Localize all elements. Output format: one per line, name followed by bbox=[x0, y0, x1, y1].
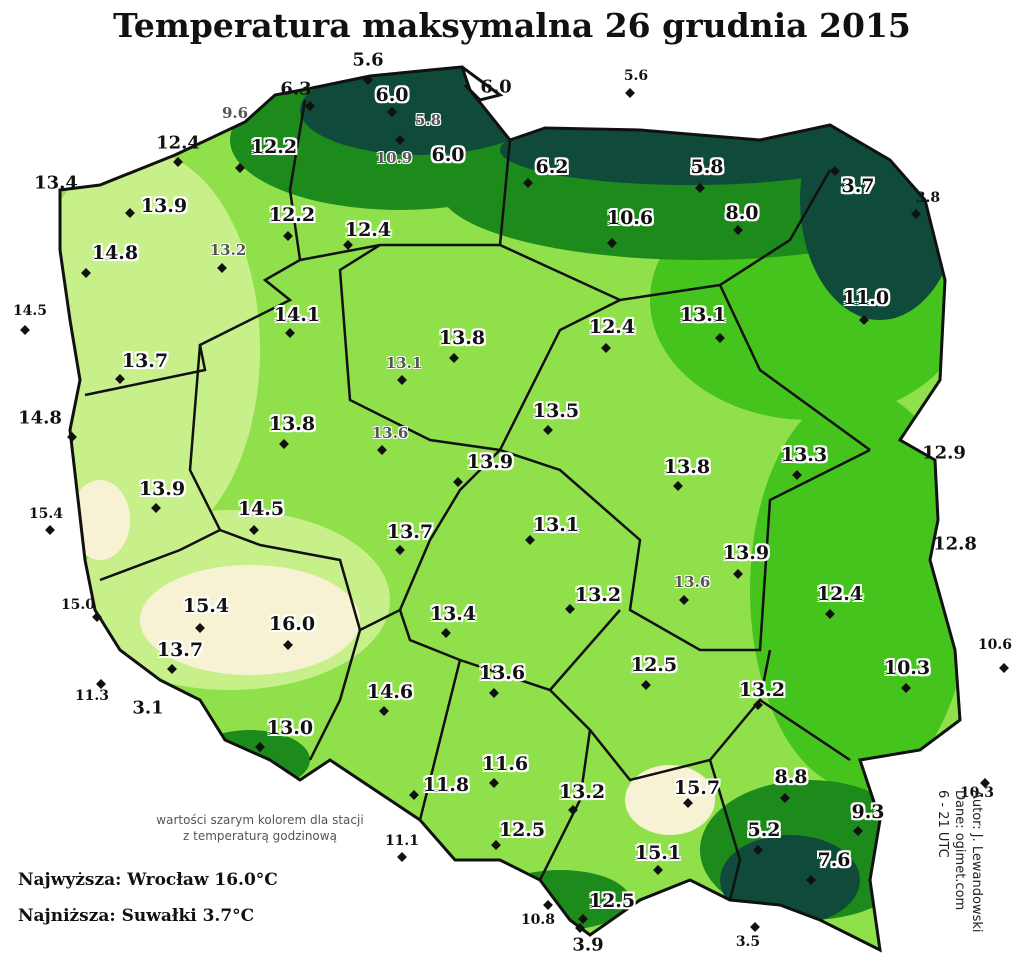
station-value: 3.1 bbox=[132, 697, 164, 719]
station-value: 5.8 bbox=[690, 156, 724, 178]
station-value: 11.3 bbox=[74, 688, 110, 704]
station-value: 13.9 bbox=[722, 542, 770, 564]
credits: Autor: J. Lewandowski Dane: ogimet.com 6… bbox=[934, 790, 985, 933]
station-value: 6.3 bbox=[280, 78, 312, 100]
credits-source: Dane: ogimet.com bbox=[952, 790, 967, 911]
station-value: 13.9 bbox=[466, 451, 514, 473]
station-value: 13.2 bbox=[574, 584, 622, 606]
station-value: 5.6 bbox=[623, 68, 649, 84]
station-value: 3.9 bbox=[572, 934, 604, 956]
station-value: 6.0 bbox=[431, 144, 465, 166]
station-value: 12.4 bbox=[588, 316, 636, 338]
map-title: Temperatura maksymalna 26 grudnia 2015 bbox=[113, 6, 911, 45]
station-value: 14.6 bbox=[366, 681, 414, 703]
highest-temperature: Najwyższa: Wrocław 16.0°C bbox=[18, 870, 278, 890]
station-value: 13.4 bbox=[429, 603, 477, 625]
station-value: 12.2 bbox=[250, 136, 298, 158]
station-value: 14.8 bbox=[18, 407, 62, 429]
station-value: 10.6 bbox=[606, 207, 654, 229]
note-line-2: z temperaturą godzinową bbox=[183, 829, 337, 843]
station-value: 9.3 bbox=[851, 801, 885, 823]
station-value: 14.1 bbox=[273, 304, 321, 326]
station-value: 15.4 bbox=[28, 506, 64, 522]
station-value: 13.1 bbox=[532, 514, 580, 536]
station-value: 10.9 bbox=[375, 149, 413, 167]
station-value: 13.2 bbox=[738, 679, 786, 701]
station-value: 13.8 bbox=[438, 327, 486, 349]
station-value: 13.8 bbox=[663, 456, 711, 478]
station-value: 12.5 bbox=[498, 819, 546, 841]
station-value: 14.5 bbox=[237, 498, 285, 520]
station-value: 13.7 bbox=[121, 350, 169, 372]
station-value: 8.0 bbox=[725, 202, 759, 224]
credits-author: Autor: J. Lewandowski bbox=[969, 790, 984, 933]
station-value: 13.7 bbox=[386, 521, 434, 543]
station-value: 5.2 bbox=[747, 819, 781, 841]
station-value: 13.4 bbox=[34, 172, 78, 194]
station-value: 12.4 bbox=[156, 132, 200, 154]
station-value: 12.2 bbox=[268, 204, 316, 226]
station-value: 13.1 bbox=[679, 304, 727, 326]
station-value: 13.3 bbox=[780, 444, 828, 466]
station-value: 8.8 bbox=[774, 766, 808, 788]
station-value: 11.1 bbox=[384, 833, 420, 849]
station-value: 13.8 bbox=[268, 413, 316, 435]
lowest-temperature: Najniższa: Suwałki 3.7°C bbox=[18, 906, 255, 926]
voivodeship-borders bbox=[84, 99, 871, 901]
station-value: 10.6 bbox=[977, 637, 1013, 653]
station-value: 12.5 bbox=[588, 890, 636, 912]
credits-time: 6 - 21 UTC bbox=[935, 790, 950, 858]
station-value: 13.6 bbox=[371, 424, 409, 442]
station-value: 15.1 bbox=[634, 842, 682, 864]
station-value: 12.8 bbox=[933, 533, 977, 555]
station-value: 13.5 bbox=[532, 400, 580, 422]
station-value: 14.5 bbox=[12, 303, 48, 319]
station-value: 3.8 bbox=[915, 190, 941, 206]
station-value: 15.7 bbox=[673, 777, 721, 799]
grey-values-note: wartości szarym kolorem dla stacji z tem… bbox=[140, 812, 380, 844]
station-value: 11.0 bbox=[842, 287, 890, 309]
station-value: 6.2 bbox=[535, 156, 569, 178]
note-line-1: wartości szarym kolorem dla stacji bbox=[156, 813, 364, 827]
station-value: 13.6 bbox=[673, 573, 711, 591]
station-value: 3.5 bbox=[735, 934, 761, 950]
station-value: 10.3 bbox=[883, 657, 931, 679]
station-value: 13.2 bbox=[209, 241, 247, 259]
station-value: 7.6 bbox=[817, 849, 851, 871]
station-value: 15.4 bbox=[182, 595, 230, 617]
station-value: 11.8 bbox=[422, 774, 470, 796]
station-value: 13.1 bbox=[385, 354, 423, 372]
station-value: 15.0 bbox=[60, 597, 96, 613]
station-value: 12.4 bbox=[816, 583, 864, 605]
station-value: 9.6 bbox=[221, 104, 249, 122]
station-value: 3.7 bbox=[841, 175, 875, 197]
station-value: 11.6 bbox=[481, 753, 529, 775]
station-value: 16.0 bbox=[268, 613, 316, 635]
station-value: 12.5 bbox=[630, 654, 678, 676]
station-value: 10.3 bbox=[959, 785, 995, 801]
station-value: 13.9 bbox=[138, 478, 186, 500]
station-value: 14.8 bbox=[91, 242, 139, 264]
station-value: 13.2 bbox=[558, 781, 606, 803]
station-value: 13.0 bbox=[266, 717, 314, 739]
station-value: 5.8 bbox=[414, 111, 442, 129]
station-value: 13.9 bbox=[140, 195, 188, 217]
station-value: 6.0 bbox=[480, 76, 512, 98]
station-value: 13.6 bbox=[478, 662, 526, 684]
station-value: 13.7 bbox=[156, 639, 204, 661]
station-value: 12.9 bbox=[922, 442, 966, 464]
station-value: 5.6 bbox=[352, 49, 384, 71]
station-value: 12.4 bbox=[344, 219, 392, 241]
station-value: 6.0 bbox=[375, 84, 409, 106]
station-value: 10.8 bbox=[520, 912, 556, 928]
